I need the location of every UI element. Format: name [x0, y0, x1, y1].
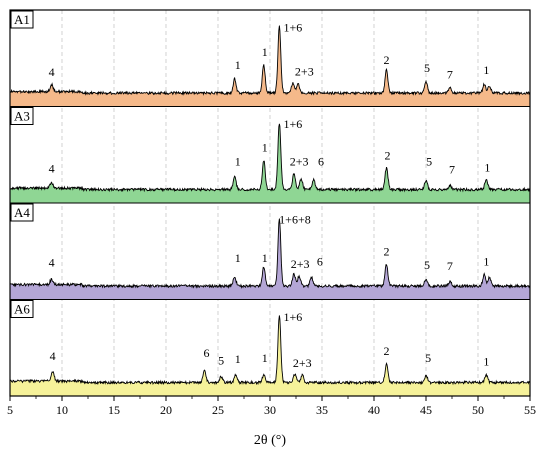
panel-a4: A4 4 1 1 1+6+8 2+3 6 2 5 7 1: [9, 203, 531, 300]
panel-label-box: [10, 203, 34, 222]
x-tick-label: 45: [420, 403, 432, 417]
panels: A1 4 1 1 1+6 2+3 2 5 7 1 A3 4 1 1 1+6 2+3 6 2 5 7 1 A4 4 1 1 1+6+…: [9, 10, 531, 396]
x-tick-label: 10: [56, 403, 68, 417]
series-line-a4: [9, 218, 531, 289]
peak-label: 2+3: [290, 154, 309, 168]
peak-label: 7: [447, 67, 453, 81]
panel-a3: A3 4 1 1 1+6 2+3 6 2 5 7 1: [9, 107, 531, 204]
peak-label: 1: [235, 352, 241, 366]
peak-label: 5: [424, 61, 430, 75]
series-fill-a3: [10, 123, 530, 203]
peak-label: 5: [426, 154, 432, 168]
series-line-a6: [9, 315, 531, 386]
x-axis: 5 10 15 20 25 30 35 40 45 50 55: [7, 396, 536, 417]
peak-label: 1: [235, 251, 241, 265]
peak-label: 1: [262, 351, 268, 365]
x-tick-label: 55: [524, 403, 536, 417]
peak-label: 6: [317, 255, 323, 269]
series-fill-a6: [10, 315, 530, 396]
panel-label: A1: [14, 12, 30, 27]
series-line-a1: [9, 25, 531, 96]
x-tick-label: 30: [264, 403, 276, 417]
peak-label: 1: [262, 141, 268, 155]
series-fill-a4: [10, 218, 530, 300]
peak-label: 1: [483, 355, 489, 369]
panel-label: A6: [14, 302, 30, 317]
x-tick-label: 5: [7, 403, 13, 417]
peak-label: 1: [235, 154, 241, 168]
x-tick-label: 25: [212, 403, 224, 417]
panel-label: A4: [14, 205, 30, 220]
peak-label: 2+3: [293, 356, 312, 370]
panel-label-box: [10, 10, 34, 29]
peak-label: 1: [483, 255, 489, 269]
panel-label-box: [10, 107, 34, 125]
x-tick-label: 15: [108, 403, 120, 417]
peak-label: 2: [383, 53, 389, 67]
peak-label: 4: [49, 162, 55, 176]
peak-label: 2: [385, 149, 391, 163]
peak-label: 1: [262, 45, 268, 59]
peak-label: 6: [318, 154, 324, 168]
peak-label: 5: [424, 258, 430, 272]
panel-a6: A64 65 1 11+62+325 1: [9, 300, 531, 396]
peak-label: 1: [262, 251, 268, 265]
peak-label: 7: [449, 162, 455, 176]
panel-label: A3: [14, 109, 30, 124]
peak-label: 5: [425, 351, 431, 365]
peak-label: 7: [447, 259, 453, 273]
peak-label: 4: [49, 255, 55, 269]
x-tick-label: 40: [368, 403, 380, 417]
peak-label: 1+6: [283, 310, 302, 324]
panel-label-box: [10, 300, 34, 318]
x-tick-label: 50: [472, 403, 484, 417]
peak-label: 1: [235, 58, 241, 72]
panel-a1: A1 4 1 1 1+6 2+3 2 5 7 1: [9, 10, 531, 107]
x-tick-label: 35: [316, 403, 328, 417]
peak-label: 1+6: [283, 20, 302, 34]
x-axis-title: 2θ (°): [254, 433, 286, 448]
peak-label: 1: [484, 160, 490, 174]
peak-label: 1+6+8: [279, 213, 311, 227]
peak-label: 4: [50, 349, 56, 363]
series-line-a3: [9, 123, 531, 193]
x-tick-label: 20: [160, 403, 172, 417]
peak-label: 4: [49, 65, 55, 79]
peak-label: 1: [483, 63, 489, 77]
peak-label: 1+6: [283, 117, 302, 131]
peak-label: 2: [383, 244, 389, 258]
peak-label: 5: [218, 353, 224, 367]
peak-label: 2+3: [295, 64, 314, 78]
peak-label: 2: [383, 344, 389, 358]
peak-label: 6: [204, 346, 210, 360]
peak-label: 2+3: [291, 257, 310, 271]
series-fill-a1: [10, 25, 530, 107]
